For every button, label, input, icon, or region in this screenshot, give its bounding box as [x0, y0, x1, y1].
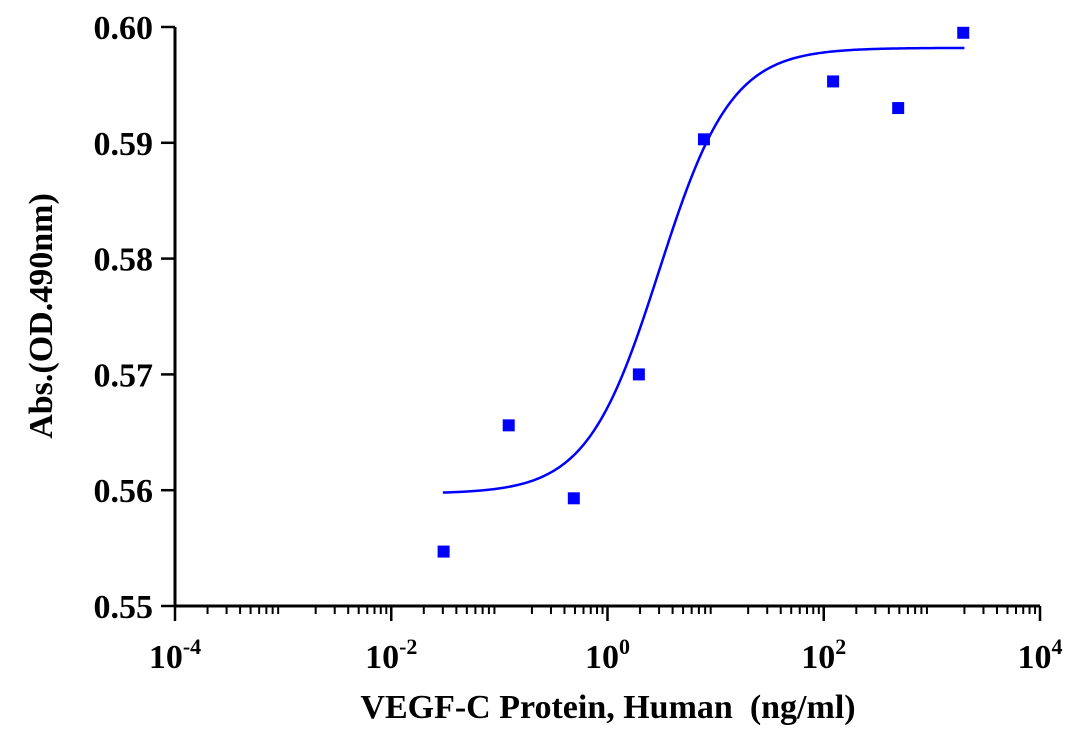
- x-tick-exponent: 4: [1052, 634, 1063, 659]
- fit-layer: [442, 46, 965, 494]
- x-tick-label: 10-4: [149, 634, 201, 676]
- data-point: [502, 419, 515, 432]
- y-tick-label: 0.55: [94, 589, 154, 626]
- y-tick-label: 0.58: [94, 242, 154, 279]
- x-tick-base: 10: [1018, 639, 1052, 676]
- y-tick-label: 0.59: [94, 126, 154, 163]
- x-tick-base: 10: [585, 639, 619, 676]
- y-tick-label: 0.60: [94, 10, 154, 47]
- data-point: [892, 102, 905, 115]
- x-axis-title: VEGF-C Protein, Human (ng/ml): [360, 689, 855, 726]
- data-point: [827, 75, 840, 88]
- x-tick-base: 10: [365, 639, 399, 676]
- data-point: [437, 545, 450, 558]
- x-tick-exponent: 0: [619, 634, 630, 659]
- x-tick-label: 104: [1018, 634, 1063, 676]
- x-tick-base: 10: [149, 639, 183, 676]
- data-point: [632, 368, 645, 381]
- x-tick-exponent: -2: [399, 634, 417, 659]
- data-points: [437, 26, 970, 558]
- x-tick-base: 10: [801, 639, 835, 676]
- x-tick-label: 10-2: [365, 634, 417, 676]
- y-tick-label: 0.56: [94, 473, 154, 510]
- data-point: [957, 26, 970, 39]
- x-tick-label: 100: [585, 634, 630, 676]
- fit-curve: [442, 46, 965, 494]
- x-tick-exponent: 2: [835, 634, 846, 659]
- x-tick-label: 102: [801, 634, 846, 676]
- y-tick-label: 0.57: [94, 357, 154, 394]
- y-axis-title: Abs.(OD.490nm): [23, 193, 60, 439]
- x-ticks: 10-4 10-2 100 102 104: [149, 606, 1063, 676]
- axes: [173, 27, 1040, 608]
- data-point: [697, 133, 710, 146]
- x-tick-exponent: -4: [183, 634, 201, 659]
- y-ticks: 0.55 0.56 0.57 0.58 0.59 0.60: [94, 10, 175, 626]
- data-point: [567, 492, 580, 505]
